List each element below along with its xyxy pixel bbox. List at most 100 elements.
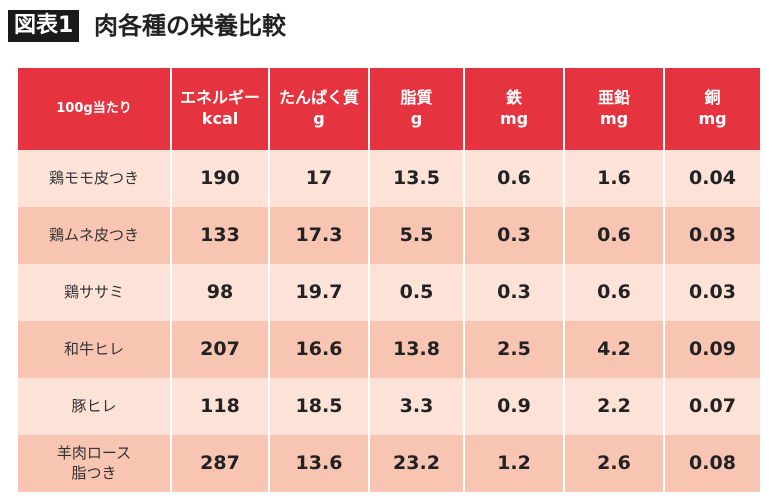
cell: 18.5 [270,378,370,435]
cell-value: 17 [305,167,333,190]
header-text: kcal [201,109,239,128]
cell: 0.6 [465,150,565,207]
header-cell: 亜鉛 mg [565,68,665,150]
cell: 0.03 [665,207,762,264]
cell-value: 1.2 [497,452,531,475]
cell-value: 287 [200,452,240,475]
cell: 19.7 [270,264,370,321]
cell: 118 [172,378,270,435]
cell-value: 3.3 [399,395,434,418]
cell-value: 207 [200,338,240,361]
cell-value: 13.5 [393,167,440,190]
header-text: g [410,109,423,128]
cell-value: 13.8 [393,338,440,361]
cell: 0.03 [665,264,762,321]
row-label: 鶏モモ皮つき [18,150,172,207]
cell: 2.2 [565,378,665,435]
cell-value: 0.09 [689,338,736,361]
row-label: 和牛ヒレ [18,321,172,378]
cell: 287 [172,435,270,492]
header-text: 脂質 [400,88,433,108]
cell-value: 13.6 [295,452,343,475]
cell-value: 4.2 [597,338,631,361]
cell-value: 133 [200,224,240,247]
cell-value: 19.7 [295,281,343,304]
cell-value: 118 [200,395,240,418]
badge: 図表1 [8,10,80,42]
cell-value: 1.6 [597,167,631,190]
cell: 0.09 [665,321,762,378]
cell: 0.6 [565,264,665,321]
header-cell: 100g当たり [18,68,172,150]
cell: 190 [172,150,270,207]
cell-value: 0.03 [689,224,736,247]
cell-value: 98 [206,281,234,304]
cell-value: 0.6 [597,281,631,304]
cell-value: 0.9 [497,395,531,418]
cell-value: 16.6 [295,338,343,361]
cell-value: 2.5 [497,338,531,361]
cell: 1.6 [565,150,665,207]
cell: 2.5 [465,321,565,378]
cell-value: 0.6 [597,224,631,247]
row-label-text: 脂つき [71,463,117,482]
cell: 0.08 [665,435,762,492]
row-label-text: 豚ヒレ [71,396,117,415]
header-cell: エネルギー kcal [172,68,270,150]
cell: 3.3 [370,378,465,435]
row-label-text: 和牛ヒレ [63,339,124,358]
cell: 0.07 [665,378,762,435]
row-label-text: 羊肉ロース [56,444,132,462]
header-text: エネルギー [179,88,260,108]
cell: 17.3 [270,207,370,264]
cell-value: 0.3 [497,281,531,304]
header-cell: 鉄 mg [465,68,565,150]
header-text: 亜鉛 [597,88,630,108]
cell-value: 0.04 [689,167,736,190]
row-label: 豚ヒレ [18,378,172,435]
row-label: 羊肉ロース 脂つき [18,435,172,492]
header-cell: 脂質 g [370,68,465,150]
header-text: 100g当たり [56,100,132,116]
cell: 4.2 [565,321,665,378]
cell: 133 [172,207,270,264]
cell-value: 0.07 [689,395,736,418]
header-cell: 銅 mg [665,68,762,150]
row-label: 鶏ササミ [18,264,172,321]
cell-value: 0.6 [497,167,531,190]
header-text: たんぱく質 [278,88,359,108]
cell: 13.8 [370,321,465,378]
cell: 2.6 [565,435,665,492]
row-label: 鶏ムネ皮つき [18,207,172,264]
cell: 1.2 [465,435,565,492]
cell-value: 17.3 [295,224,343,247]
cell-value: 2.6 [597,452,631,475]
cell: 0.04 [665,150,762,207]
cell: 0.3 [465,207,565,264]
header-text: g [313,109,325,128]
cell-value: 5.5 [399,224,434,247]
cell-value: 0.3 [497,224,531,247]
cell: 17 [270,150,370,207]
row-label-text: 鶏ムネ皮つき [48,225,139,244]
cell-value: 0.08 [689,452,736,475]
cell: 0.3 [465,264,565,321]
cell-value: 0.03 [689,281,736,304]
cell: 0.9 [465,378,565,435]
cell-value: 18.5 [295,395,343,418]
cell: 5.5 [370,207,465,264]
header-text: 鉄 [505,88,522,108]
cell: 98 [172,264,270,321]
cell-value: 2.2 [597,395,631,418]
header-text: mg [599,109,629,128]
cell: 16.6 [270,321,370,378]
header-text: mg [499,109,529,128]
title: 肉各種の栄養比較 [94,12,286,40]
cell: 13.6 [270,435,370,492]
cell: 13.5 [370,150,465,207]
header-text: 銅 [704,88,721,108]
header-cell: たんぱく質 g [270,68,370,150]
cell: 207 [172,321,270,378]
cell: 0.5 [370,264,465,321]
